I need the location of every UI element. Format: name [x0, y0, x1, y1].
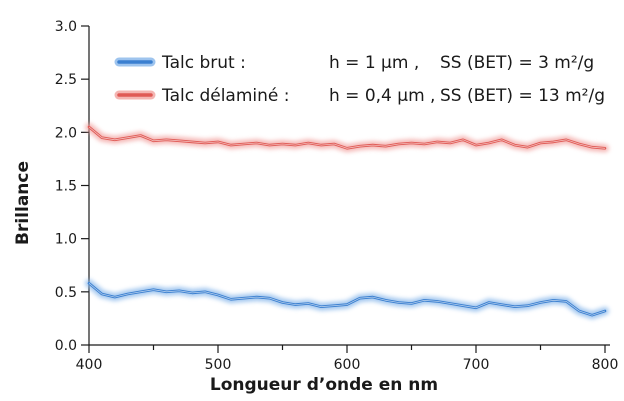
x-axis-title: Longueur d’onde en nm: [210, 375, 438, 395]
legend-ss-talc-delamine: SS (BET) = 13 m²/g: [440, 86, 605, 106]
x-tick-label: 800: [592, 357, 619, 373]
y-tick-label: 3.0: [55, 19, 77, 35]
legend-item-talc-delamine: Talc délaminé : h = 0,4 µm , SS (BET) = …: [114, 86, 605, 106]
legend: Talc brut : h = 1 µm , SS (BET) = 3 m²/g…: [114, 53, 605, 106]
series-layer: [85, 123, 609, 320]
x-tick-label: 500: [205, 357, 232, 373]
legend-label-talc-brut: Talc brut :: [161, 53, 246, 73]
legend-note-talc-delamine: h = 0,4 µm ,: [329, 86, 435, 106]
y-axis-title: Brillance: [13, 161, 33, 245]
y-tick-label: 1.0: [55, 232, 77, 248]
y-axis-ticks: 0.0 0.5 1.0 1.5 2.0 2.5 3.0: [55, 19, 89, 354]
legend-label-talc-delamine: Talc délaminé :: [161, 86, 290, 106]
x-tick-label: 600: [334, 357, 361, 373]
x-axis-ticks: 400 500 600 700 800: [76, 345, 619, 373]
y-tick-label: 2.0: [55, 125, 77, 141]
series-glow-1: [85, 123, 609, 153]
y-tick-label: 0.0: [55, 338, 77, 354]
series-highlight-1: [88, 126, 606, 149]
x-tick-label: 400: [76, 357, 103, 373]
y-tick-label: 1.5: [55, 179, 77, 195]
legend-note-talc-brut: h = 1 µm ,: [329, 53, 419, 73]
y-tick-label: 2.5: [55, 72, 77, 88]
axes: [88, 26, 610, 346]
series-highlight-0: [88, 282, 606, 316]
x-tick-label: 700: [463, 357, 490, 373]
series-glow-0: [85, 279, 609, 320]
legend-item-talc-brut: Talc brut : h = 1 µm , SS (BET) = 3 m²/g: [114, 53, 594, 73]
legend-ss-talc-brut: SS (BET) = 3 m²/g: [440, 53, 594, 73]
y-tick-label: 0.5: [55, 285, 77, 301]
